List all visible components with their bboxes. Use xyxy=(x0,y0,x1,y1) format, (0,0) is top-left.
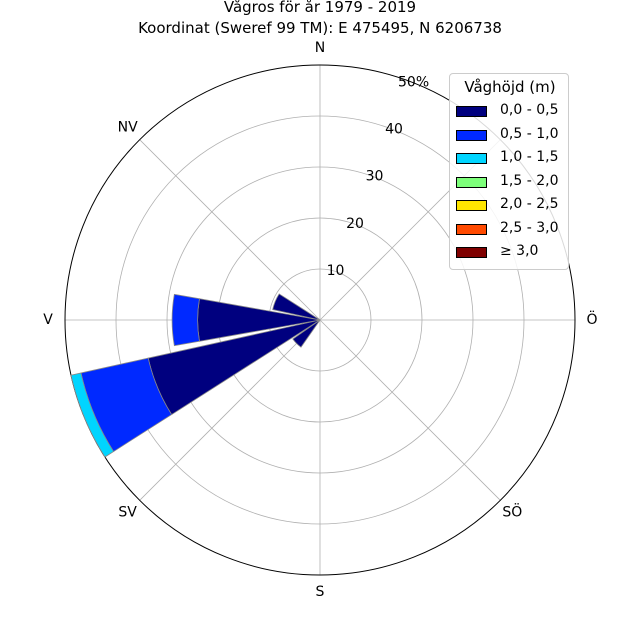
legend-label: 2,5 - 3,0 xyxy=(500,219,559,236)
legend-entry: 2,0 - 2,5 xyxy=(456,196,568,215)
radial-tick-label: 50% xyxy=(398,74,429,90)
legend-swatch xyxy=(456,176,487,188)
legend-label: ≥ 3,0 xyxy=(500,243,539,259)
sector-segment xyxy=(292,319,321,348)
legend-label: 0,5 - 1,0 xyxy=(500,125,559,142)
direction-label: NV xyxy=(118,120,138,136)
grid-spoke xyxy=(139,319,321,501)
sector-bars xyxy=(70,293,321,458)
legend-entry: 0,0 - 0,5 xyxy=(456,102,568,121)
legend-label: 2,0 - 2,5 xyxy=(500,196,559,212)
legend-swatch xyxy=(456,200,487,211)
legend: Våghöjd (m) 0,0 - 0,5 0,5 - 1,0 1,0 - 1,5 1… xyxy=(449,73,569,270)
grid-spoke xyxy=(319,319,501,501)
radial-tick-label: 20 xyxy=(346,216,364,232)
chart-subtitle: Koordinat (Sweref 99 TM): E 475495, N 62… xyxy=(138,19,502,37)
outer-circle xyxy=(64,64,576,576)
direction-label: V xyxy=(43,312,53,328)
axis-labels: N NV V SV S SÖ Ö 10 20 30 40 50% xyxy=(43,40,597,600)
sector-segment xyxy=(70,372,115,458)
polar-grid xyxy=(64,64,576,576)
radial-tick-label: 40 xyxy=(385,122,403,138)
chart-title: Vågros för år 1979 - 2019 xyxy=(223,0,417,16)
legend-entry: ≥ 3,0 xyxy=(456,243,568,262)
legend-swatch xyxy=(456,247,487,258)
legend-swatch xyxy=(456,153,487,164)
direction-label: SÖ xyxy=(502,502,522,520)
grid-spoke xyxy=(139,139,321,321)
legend-entry: 2,5 - 3,0 xyxy=(456,219,568,239)
radial-tick-label: 10 xyxy=(327,263,345,279)
direction-label: S xyxy=(316,584,325,600)
legend-label: 1,5 - 2,0 xyxy=(500,172,559,189)
direction-label: Ö xyxy=(586,310,597,328)
legend-swatch xyxy=(456,129,487,141)
direction-label: SV xyxy=(118,504,137,520)
direction-label: N xyxy=(315,40,325,56)
sector-segment xyxy=(272,293,321,321)
legend-entry: 0,5 - 1,0 xyxy=(456,125,568,145)
radial-tick-label: 30 xyxy=(366,169,384,185)
legend-entry: 1,0 - 1,5 xyxy=(456,149,568,168)
legend-label: 1,0 - 1,5 xyxy=(500,149,559,165)
legend-swatch xyxy=(456,223,487,235)
legend-label: 0,0 - 0,5 xyxy=(500,102,559,118)
sector-segment xyxy=(171,293,200,347)
legend-swatch xyxy=(456,106,487,117)
legend-entry: 1,5 - 2,0 xyxy=(456,172,568,192)
legend-title: Våghöjd (m) xyxy=(464,78,556,96)
